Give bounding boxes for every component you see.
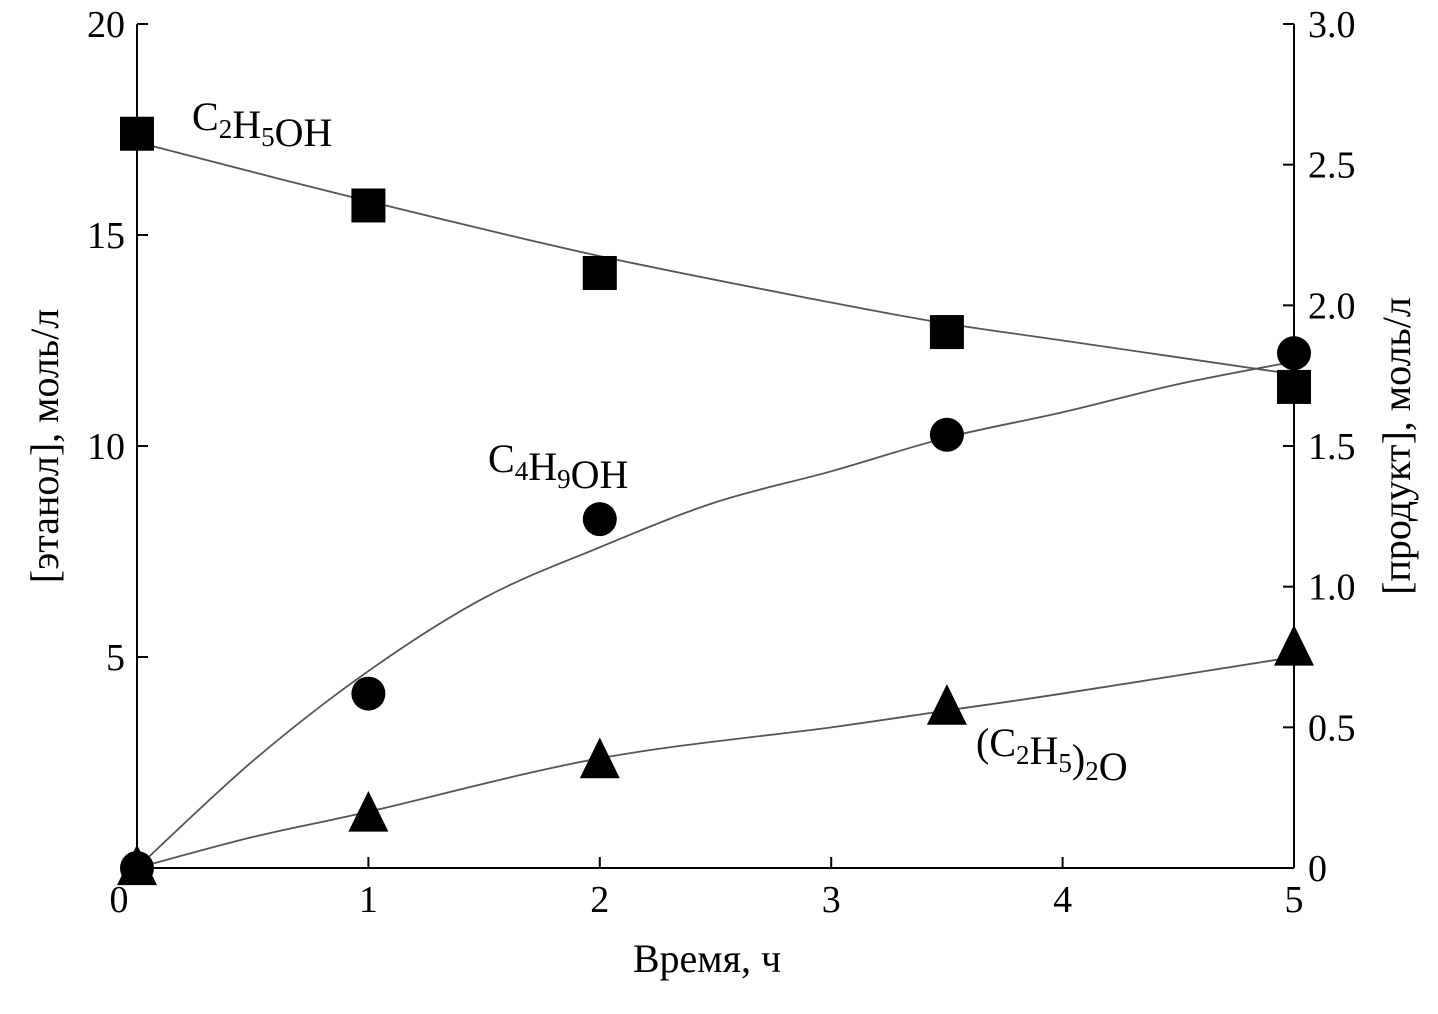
right-y-tick-label: 1.0: [1308, 567, 1356, 609]
triangle-marker-c2h5-2o: [1274, 625, 1314, 666]
triangle-marker-c2h5-2o: [348, 790, 389, 832]
triangle-marker-c2h5-2o: [926, 684, 967, 725]
square-marker-c2h5oh: [351, 188, 386, 223]
data-markers: [117, 116, 1314, 886]
square-marker-c2h5oh: [1277, 369, 1311, 404]
right-y-tick-label: 2.0: [1308, 285, 1356, 327]
right-y-tick-label: 1.5: [1308, 426, 1356, 468]
left-y-axis-title: [этанол], моль/л: [22, 309, 67, 583]
x-tick-label: 0: [110, 879, 129, 921]
fit-curve-c4h9oh: [136, 360, 1295, 869]
series-label-c2h5-2o: (C2H5)2O: [976, 720, 1128, 789]
right-y-tick-label: 0.5: [1308, 707, 1356, 749]
ticks: 0 1 2 3 4 5 5 10 15 20 0 0.5 1.0 1.5 2.0 2.5 3.0: [87, 4, 1356, 921]
fit-curve-c2h5oh: [136, 141, 1295, 376]
right-y-tick-label: 3.0: [1308, 4, 1356, 46]
left-y-tick-label: 20: [87, 4, 125, 46]
circle-marker-c4h9oh: [351, 676, 386, 711]
right-y-axis-title: [продукт], моль/л: [1374, 297, 1419, 595]
circle-marker-c4h9oh: [1277, 336, 1311, 371]
left-y-tick-label: 5: [106, 637, 125, 679]
x-tick-label: 2: [590, 879, 609, 921]
circle-marker-c4h9oh: [582, 502, 617, 537]
series-label-c4h9oh: C4H9OH: [488, 436, 628, 497]
x-axis-title: Время, ч: [633, 936, 781, 981]
square-marker-c2h5oh: [929, 315, 964, 350]
triangle-marker-c2h5-2o: [117, 844, 157, 886]
square-marker-c2h5oh: [582, 255, 617, 290]
series-label-c2h5oh: C2H5OH: [192, 94, 332, 155]
x-tick-label: 5: [1285, 879, 1304, 921]
x-tick-label: 1: [359, 879, 378, 921]
fit-curve-c2h5-2o: [136, 656, 1295, 869]
circle-marker-c4h9oh: [929, 417, 964, 452]
x-tick-label: 3: [822, 879, 841, 921]
left-y-tick-label: 10: [87, 426, 125, 468]
triangle-marker-c2h5-2o: [579, 737, 620, 779]
x-tick-label: 4: [1053, 879, 1072, 921]
right-y-tick-label: 0: [1308, 848, 1327, 890]
right-y-tick-label: 2.5: [1308, 145, 1356, 187]
square-marker-c2h5oh: [120, 116, 154, 151]
left-y-tick-label: 15: [87, 215, 125, 257]
